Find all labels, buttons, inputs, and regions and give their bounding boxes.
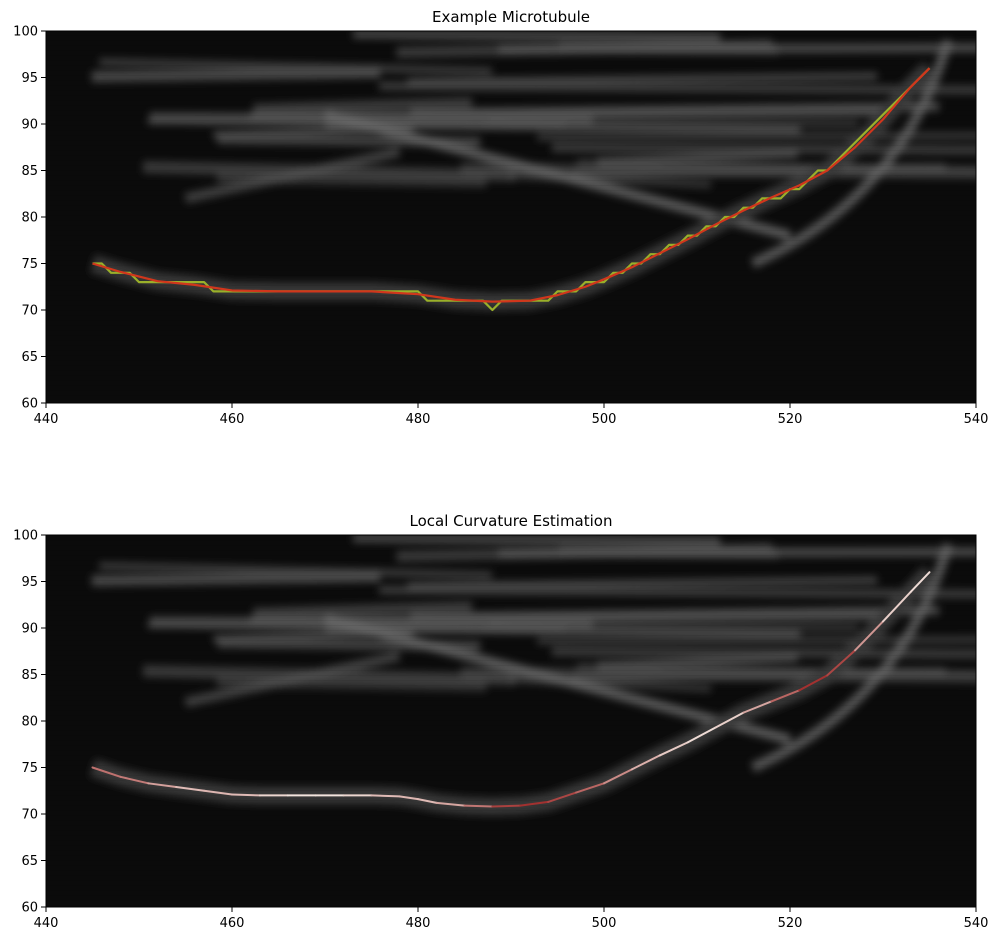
y-tick-label: 65 (21, 350, 38, 365)
y-tick-label: 70 (21, 808, 38, 823)
curvature-segment (770, 689, 801, 703)
y-tick-label: 95 (21, 71, 38, 86)
panel-local-curvature: Local Curvature Estimation 440 460 480 500 5… (13, 512, 989, 931)
x-tick-label: 440 (34, 916, 59, 931)
curvature-segment (826, 649, 857, 677)
y-tick-label: 85 (21, 668, 38, 683)
chart-title: Local Curvature Estimation (410, 512, 613, 530)
x-tick-label: 460 (220, 916, 245, 931)
y-tick-label: 60 (21, 901, 38, 916)
curvature-segment (175, 786, 206, 792)
microscopy-image (46, 31, 976, 403)
curvature-segment (491, 804, 522, 808)
curvature-segment (463, 804, 494, 808)
x-tick-label: 540 (964, 412, 989, 427)
x-tick-label: 440 (34, 412, 59, 427)
curvature-segment (203, 789, 233, 796)
chart-title: Example Microtubule (432, 8, 590, 26)
curvature-segment (519, 800, 550, 807)
series-line-1 (92, 67, 931, 303)
curvature-segment (742, 700, 773, 714)
x-tick-label: 520 (778, 916, 803, 931)
curvature-segment (603, 768, 633, 785)
curvature-segment (658, 741, 689, 757)
x-tick-label: 540 (964, 916, 989, 931)
curvature-segment (119, 775, 150, 785)
curvature-segment (417, 798, 438, 804)
y-tick-label: 75 (21, 761, 38, 776)
curvature-segment (714, 711, 745, 729)
y-tick-label: 85 (21, 164, 38, 179)
curvature-segment (435, 801, 466, 807)
curvature-segment (798, 674, 829, 692)
curvature-segment (370, 794, 401, 798)
x-tick-label: 500 (592, 412, 617, 427)
y-tick-label: 95 (21, 575, 38, 590)
y-tick-label: 100 (13, 25, 38, 40)
x-tick-label: 500 (592, 916, 617, 931)
curvature-segment (547, 791, 578, 803)
y-tick-label: 90 (21, 622, 38, 637)
x-tick-label: 480 (406, 412, 431, 427)
curvature-segment (91, 766, 122, 778)
y-tick-label: 90 (21, 118, 38, 133)
microscopy-image (46, 535, 976, 907)
curvature-segment (686, 726, 717, 744)
series-layer (92, 67, 931, 312)
y-axis: 60 65 70 75 80 85 90 95 100 (13, 25, 46, 412)
curvature-segment (909, 571, 931, 593)
y-tick-label: 80 (21, 211, 38, 226)
x-axis: 440 460 480 500 520 540 (34, 403, 989, 427)
curvature-segment (398, 795, 419, 801)
curvature-segment (630, 754, 661, 771)
y-tick-label: 80 (21, 715, 38, 730)
curvature-segment (147, 782, 178, 789)
curvature-segment (231, 793, 261, 797)
x-tick-label: 480 (406, 916, 431, 931)
y-tick-label: 75 (21, 257, 38, 272)
y-tick-label: 65 (21, 854, 38, 869)
y-axis: 60 65 70 75 80 85 90 95 100 (13, 529, 46, 916)
x-tick-label: 460 (220, 412, 245, 427)
y-tick-label: 70 (21, 304, 38, 319)
curvature-segment (575, 782, 605, 794)
x-tick-label: 520 (778, 412, 803, 427)
panel-example-microtubule: Example Microtubule 440 460 480 500 520 540 6… (13, 8, 989, 427)
x-axis: 440 460 480 500 520 540 (34, 907, 989, 931)
series-layer (91, 571, 931, 808)
curvature-segment (882, 590, 912, 623)
y-tick-label: 100 (13, 529, 38, 544)
y-tick-label: 60 (21, 397, 38, 412)
curvature-segment (854, 620, 884, 652)
